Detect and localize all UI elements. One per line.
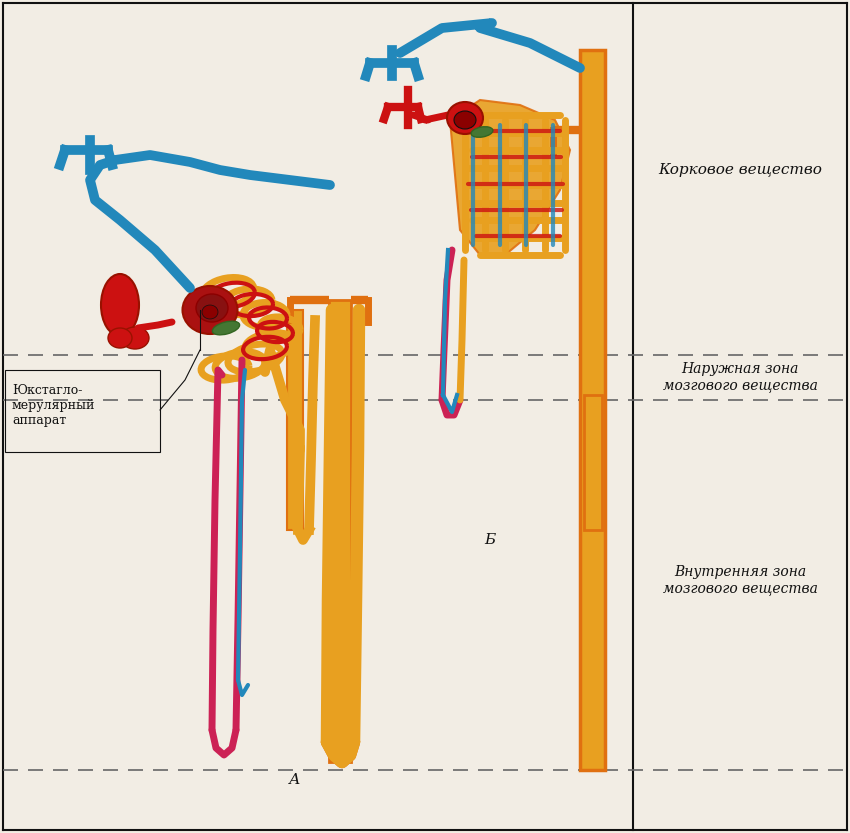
Text: Корковое вещество: Корковое вещество [658, 163, 822, 177]
Polygon shape [450, 100, 570, 255]
Text: Б: Б [484, 533, 496, 547]
Ellipse shape [202, 305, 218, 319]
Text: А: А [289, 773, 301, 787]
Ellipse shape [108, 328, 132, 348]
Text: Внутренняя зона
мозгового вещества: Внутренняя зона мозгового вещества [662, 565, 818, 595]
Ellipse shape [471, 127, 493, 137]
FancyBboxPatch shape [329, 300, 351, 762]
Ellipse shape [196, 294, 228, 322]
Ellipse shape [447, 102, 483, 134]
Text: Наружная зона
мозгового вещества: Наружная зона мозгового вещества [662, 362, 818, 392]
Ellipse shape [212, 322, 240, 335]
FancyBboxPatch shape [581, 50, 605, 770]
Ellipse shape [101, 274, 139, 336]
Ellipse shape [454, 111, 476, 129]
Ellipse shape [121, 327, 149, 349]
FancyBboxPatch shape [584, 395, 602, 530]
FancyBboxPatch shape [287, 310, 303, 530]
Text: Юкстагло-
мерулярный
аппарат: Юкстагло- мерулярный аппарат [12, 383, 95, 426]
Ellipse shape [183, 286, 237, 334]
